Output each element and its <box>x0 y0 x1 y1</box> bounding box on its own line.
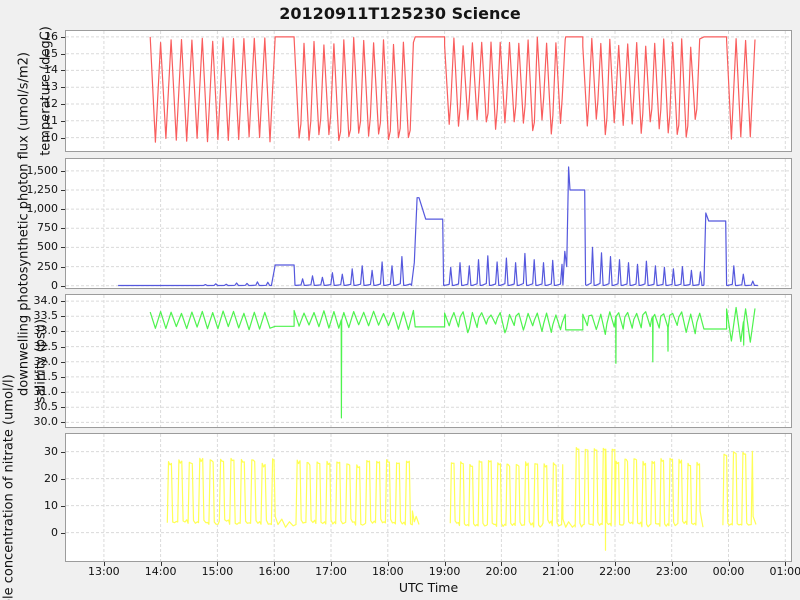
nitrate-series-line <box>166 457 420 528</box>
salinity-plot-area <box>66 295 791 427</box>
y-tick-mark <box>61 36 65 38</box>
y-tick-mark <box>61 190 65 191</box>
y-tick-mark <box>61 285 65 287</box>
x-tick-mark <box>558 562 560 566</box>
x-tick-mark <box>444 562 446 566</box>
panel-salinity <box>65 294 792 428</box>
y-tick-mark <box>61 137 65 139</box>
y-tick-mark <box>61 422 65 424</box>
par-plot-area <box>66 159 791 288</box>
chart-title: 20120911T125230 Science <box>279 4 521 23</box>
y-tick-mark <box>61 301 65 303</box>
y-tick-label: 16 <box>44 29 58 43</box>
x-tick-label: 22:00 <box>599 565 631 578</box>
x-tick-label: 19:00 <box>428 565 461 578</box>
y-tick-mark <box>61 87 65 89</box>
x-tick-label: 21:00 <box>542 565 574 578</box>
x-tick-mark <box>331 562 332 566</box>
salinity-series-line <box>149 306 756 419</box>
x-tick-mark <box>728 562 730 566</box>
y-tick-mark <box>61 228 65 230</box>
x-tick-label: 01:00 <box>769 565 800 578</box>
y-tick-label: 250 <box>37 259 58 273</box>
y-tick-label: 1,500 <box>26 163 59 177</box>
y-tick-label: 20 <box>44 471 58 485</box>
y-tick-label: 13 <box>44 80 58 94</box>
y-tick-mark <box>61 266 65 268</box>
y-tick-label: 30.0 <box>33 415 59 429</box>
y-tick-label: 30.5 <box>33 400 59 414</box>
y-tick-mark <box>61 346 65 348</box>
y-tick-label: 750 <box>37 221 58 235</box>
y-tick-label: 1,000 <box>26 202 59 216</box>
y-tick-label: 15 <box>44 46 58 60</box>
x-tick-label: 23:00 <box>655 565 688 578</box>
y-tick-label: 10 <box>44 498 58 512</box>
y-tick-mark <box>61 407 65 409</box>
panel-temperature <box>65 30 792 152</box>
x-tick-label: 16:00 <box>258 565 291 578</box>
x-tick-mark <box>160 562 162 566</box>
y-tick-mark <box>61 478 65 480</box>
temperature-series-line <box>149 36 756 143</box>
y-tick-label: 32.5 <box>33 339 59 353</box>
y-tick-label: 12 <box>44 97 58 110</box>
x-tick-label: 20:00 <box>485 565 518 578</box>
y-tick-mark <box>61 392 65 394</box>
x-axis-label: UTC Time <box>398 580 459 595</box>
y-tick-mark <box>61 70 65 72</box>
par-series-line <box>118 166 758 287</box>
y-tick-label: 32.0 <box>33 354 59 368</box>
x-tick-mark <box>671 562 673 566</box>
y-tick-mark <box>61 451 65 453</box>
x-tick-mark <box>274 562 276 566</box>
y-tick-mark <box>61 53 65 55</box>
y-tick-mark <box>61 376 65 378</box>
x-tick-label: 13:00 <box>87 565 120 578</box>
x-tick-mark <box>103 562 105 566</box>
panel-nitrate <box>65 433 792 562</box>
y-tick-mark <box>61 104 65 105</box>
x-tick-mark <box>785 562 787 566</box>
nitrate-plot-area <box>66 434 791 561</box>
y-tick-label: 33.5 <box>33 309 59 323</box>
x-tick-mark <box>501 562 503 566</box>
y-tick-label: 30 <box>44 444 58 458</box>
y-tick-mark <box>61 120 65 122</box>
y-tick-label: 31.5 <box>33 369 59 383</box>
y-tick-mark <box>61 505 65 507</box>
y-tick-mark <box>61 361 65 363</box>
nitrate-series-line <box>449 447 704 551</box>
x-tick-label: 17:00 <box>315 565 347 578</box>
temperature-plot-area <box>66 31 791 151</box>
panel-par <box>65 158 792 289</box>
y-tick-label: 1,250 <box>26 183 59 196</box>
y-tick-label: 11 <box>44 113 58 127</box>
x-tick-mark <box>387 562 389 566</box>
y-tick-mark <box>61 331 65 333</box>
y-tick-label: 34.0 <box>33 294 59 308</box>
x-tick-mark <box>614 562 616 566</box>
y-tick-label: 0 <box>51 525 58 539</box>
x-tick-label: 00:00 <box>712 565 745 578</box>
y-tick-label: 10 <box>44 130 58 144</box>
x-tick-label: 14:00 <box>144 565 177 578</box>
x-tick-label: 15:00 <box>201 565 234 578</box>
y-tick-mark <box>61 170 65 172</box>
y-tick-label: 14 <box>44 63 58 77</box>
y-tick-label: 31.0 <box>33 385 59 399</box>
x-tick-label: 18:00 <box>371 565 404 578</box>
y-tick-mark <box>61 209 65 211</box>
y-tick-mark <box>61 247 65 249</box>
y-tick-mark <box>61 532 65 534</box>
y-tick-label: 500 <box>37 240 58 254</box>
x-tick-mark <box>217 562 219 566</box>
nitrate-series-line <box>722 450 757 526</box>
y-tick-mark <box>61 316 65 318</box>
y-tick-label: 33.0 <box>33 324 59 338</box>
y-tick-label: 0 <box>51 278 58 292</box>
